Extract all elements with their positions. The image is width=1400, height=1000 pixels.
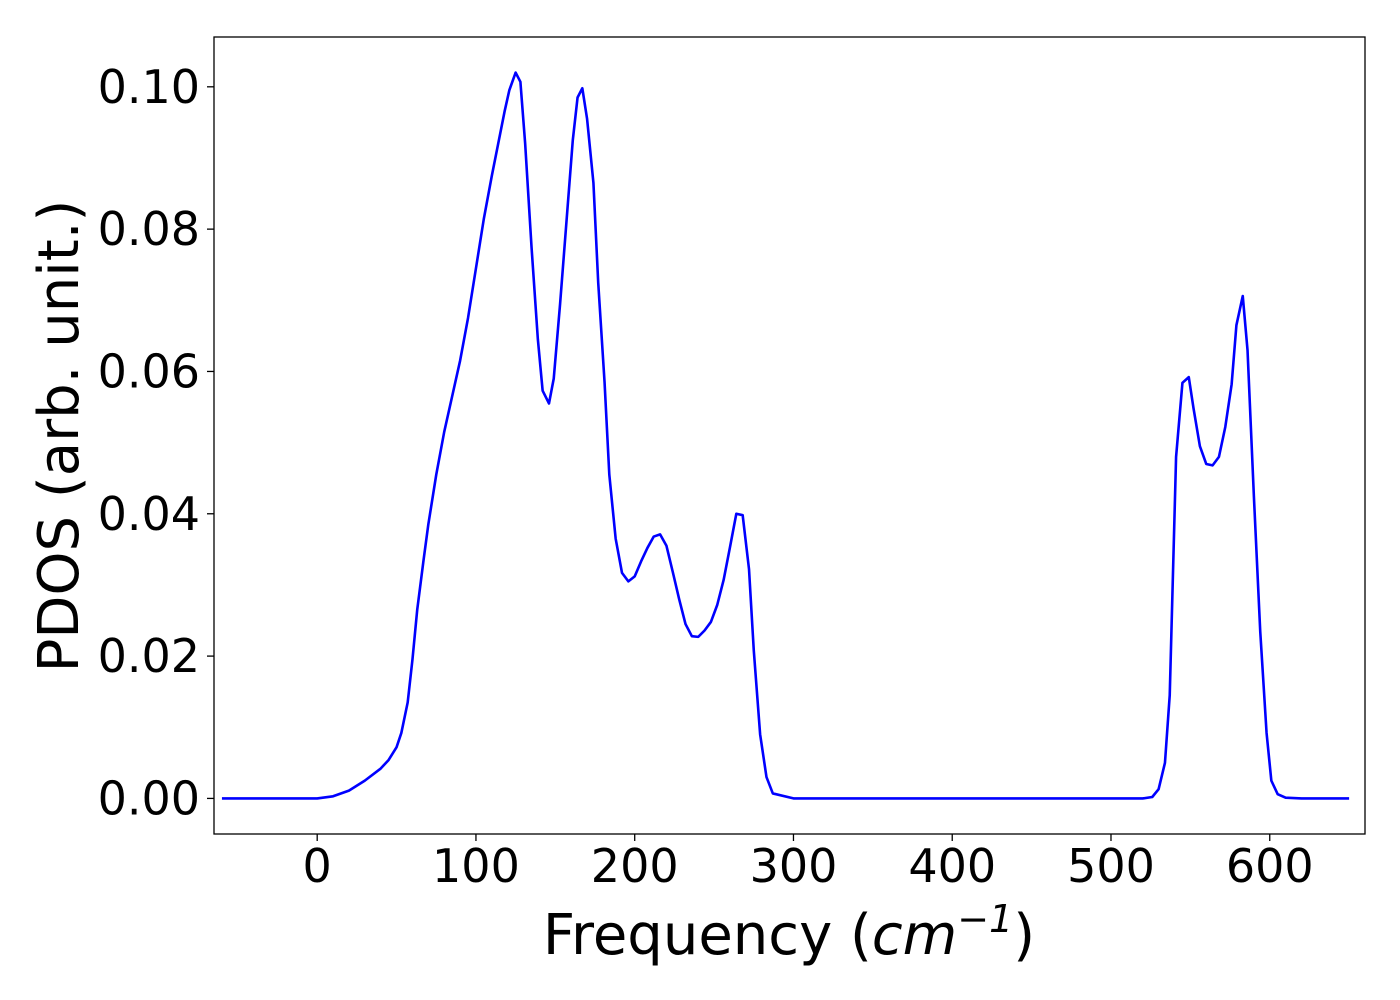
x-tick-label: 400 bbox=[908, 839, 996, 893]
y-tick-label: 0.08 bbox=[98, 202, 200, 256]
y-tick-label: 0.06 bbox=[98, 344, 200, 398]
x-axis-label-prefix: Frequency ( bbox=[543, 903, 872, 968]
y-tick-label: 0.02 bbox=[98, 629, 200, 683]
plot-area bbox=[213, 36, 1366, 835]
y-tick-label: 0.00 bbox=[98, 771, 200, 825]
y-tick-label: 0.10 bbox=[98, 60, 200, 114]
x-axis-label-exponent: −1 bbox=[957, 897, 1013, 941]
y-tick-label: 0.04 bbox=[98, 487, 200, 541]
y-axis-label: PDOS (arb. unit.) bbox=[27, 200, 92, 673]
x-axis-label-unit: cm bbox=[872, 903, 957, 968]
x-tick-label: 300 bbox=[750, 839, 838, 893]
x-axis-label: Frequency (cm−1) bbox=[543, 897, 1035, 968]
y-axis-ticks: 0.00 0.02 0.04 0.06 0.08 0.10 bbox=[98, 60, 214, 825]
x-axis-ticks: 0 100 200 300 400 500 600 bbox=[303, 834, 1314, 893]
x-tick-label: 0 bbox=[303, 839, 332, 893]
x-axis-label-suffix: ) bbox=[1013, 903, 1035, 968]
x-tick-label: 500 bbox=[1067, 839, 1155, 893]
series-layer bbox=[221, 71, 1350, 800]
series-line-1 bbox=[221, 71, 1350, 800]
plot-frame bbox=[213, 36, 1366, 835]
x-tick-label: 200 bbox=[591, 839, 679, 893]
x-tick-label: 600 bbox=[1226, 839, 1314, 893]
x-tick-label: 100 bbox=[432, 839, 520, 893]
